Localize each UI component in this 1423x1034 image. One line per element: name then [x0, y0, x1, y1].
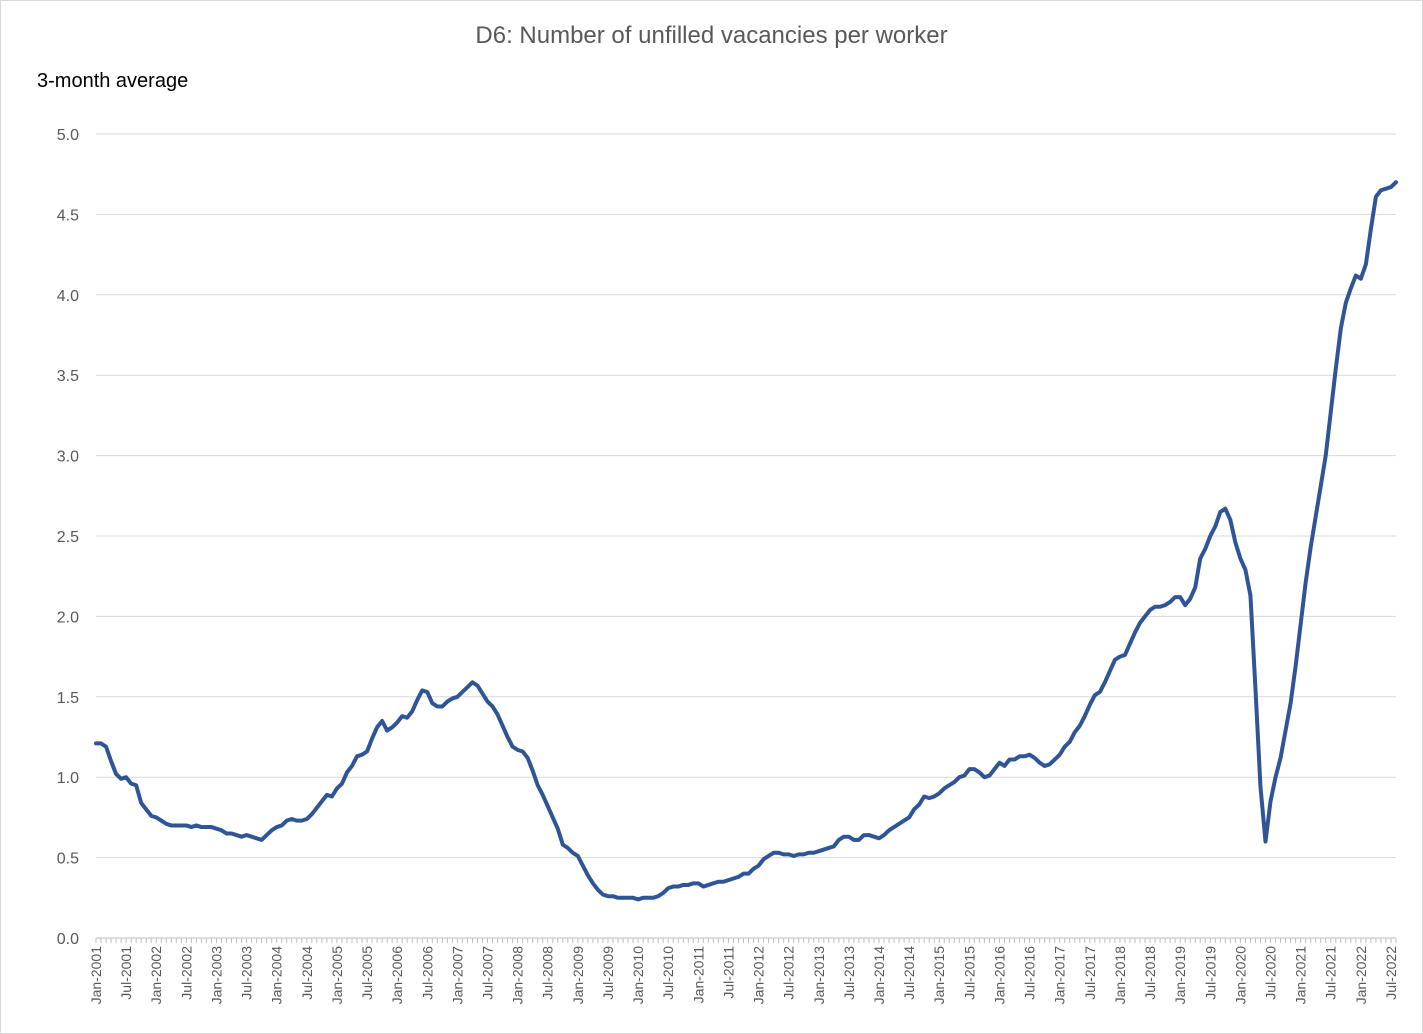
x-tick-label: Jan-2009: [570, 946, 586, 1005]
x-tick-label: Jan-2001: [88, 946, 104, 1005]
x-tick-label: Jan-2020: [1232, 946, 1248, 1005]
y-tick-label: 3.5: [57, 368, 79, 385]
x-tick-label: Jul-2004: [299, 946, 315, 1000]
x-tick-label: Jan-2022: [1353, 946, 1369, 1005]
x-tick-label: Jul-2010: [660, 946, 676, 1000]
y-tick-label: 0.0: [57, 931, 79, 948]
x-tick-label: Jul-2009: [600, 946, 616, 1000]
x-tick-label: Jan-2008: [510, 946, 526, 1005]
x-tick-label: Jul-2013: [841, 946, 857, 1000]
x-tick-label: Jan-2013: [811, 946, 827, 1005]
y-tick-label: 4.0: [57, 288, 79, 305]
x-tick-label: Jul-2012: [781, 946, 797, 1000]
x-tick-label: Jan-2021: [1293, 946, 1309, 1005]
x-tick-label: Jul-2001: [118, 946, 134, 1000]
x-tick-label: Jan-2019: [1172, 946, 1188, 1005]
x-tick-label: Jul-2017: [1082, 946, 1098, 1000]
x-tick-label: Jan-2005: [329, 946, 345, 1005]
chart-title: D6: Number of unfilled vacancies per wor…: [475, 22, 948, 49]
x-tick-label: Jan-2004: [269, 946, 285, 1005]
x-tick-label: Jan-2007: [449, 946, 465, 1005]
y-tick-label: 2.0: [57, 609, 79, 626]
y-tick-label: 4.5: [57, 207, 79, 224]
series-layer: [94, 180, 1398, 902]
y-tick-label: 2.5: [57, 529, 79, 546]
x-tick-label: Jul-2020: [1263, 946, 1279, 1000]
x-tick-label: Jan-2018: [1112, 946, 1128, 1005]
x-tick-label: Jan-2012: [751, 946, 767, 1005]
x-tick-label: Jul-2014: [901, 946, 917, 1000]
x-tick-label: Jan-2016: [991, 946, 1007, 1005]
x-tick-label: Jul-2011: [720, 946, 736, 999]
series-line: [94, 180, 1398, 902]
x-tick-label: Jul-2008: [540, 946, 556, 1000]
x-tick-label: Jul-2022: [1383, 946, 1399, 1000]
x-tick-label: Jul-2007: [480, 946, 496, 1000]
x-tick-label: Jul-2002: [178, 946, 194, 1000]
y-tick-label: 0.5: [57, 851, 79, 868]
x-tick-label: Jul-2019: [1202, 946, 1218, 1000]
x-tick-label: Jul-2006: [419, 946, 435, 1000]
x-tick-label: Jul-2021: [1323, 946, 1339, 1000]
x-tick-label: Jan-2011: [690, 946, 706, 1004]
x-tick-label: Jan-2017: [1052, 946, 1068, 1005]
x-tick-label: Jul-2003: [239, 946, 255, 1000]
x-tick-label: Jan-2010: [630, 946, 646, 1005]
x-tick-label: Jan-2006: [389, 946, 405, 1005]
x-tick-label: Jan-2003: [208, 946, 224, 1005]
y-tick-label: 5.0: [57, 127, 79, 144]
x-tick-label: Jul-2018: [1142, 946, 1158, 1000]
x-tick-label: Jul-2015: [961, 946, 977, 1000]
x-tick-label: Jan-2002: [148, 946, 164, 1005]
x-tick-label: Jan-2014: [871, 946, 887, 1005]
gridlines: [96, 133, 1396, 859]
y-tick-label: 1.5: [57, 690, 79, 707]
x-axis: Jan-2001 Jul-2001 Jan-2002 Jul-2002 Jan-2003…: [88, 937, 1399, 1005]
x-tick-label: Jan-2015: [931, 946, 947, 1005]
y-tick-label: 3.0: [57, 449, 79, 466]
y-axis-ticks: 0.0 0.5 1.0 1.5 2.0 2.5 3.0 3.5 4.0 4.5 5.0: [57, 127, 79, 948]
y-axis-label: 3-month average: [37, 70, 189, 92]
x-tick-label: Jul-2005: [359, 946, 375, 1000]
x-tick-label: Jul-2016: [1022, 946, 1038, 1000]
y-tick-label: 1.0: [57, 770, 79, 787]
